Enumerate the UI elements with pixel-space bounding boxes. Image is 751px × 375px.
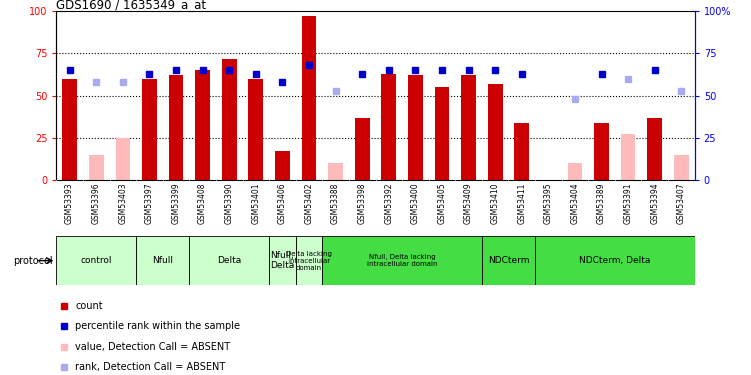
Bar	[621, 135, 635, 180]
Text: GSM53390: GSM53390	[225, 183, 234, 224]
Text: GSM53404: GSM53404	[571, 183, 580, 224]
Text: GSM53396: GSM53396	[92, 183, 101, 224]
Text: GSM53395: GSM53395	[544, 183, 553, 224]
Text: GSM53393: GSM53393	[65, 183, 74, 224]
Bar	[249, 79, 263, 180]
Bar	[647, 118, 662, 180]
Text: GSM53391: GSM53391	[623, 183, 632, 224]
Text: GSM53388: GSM53388	[331, 183, 340, 224]
Bar	[322, 236, 482, 285]
Text: Nfull: Nfull	[152, 256, 173, 265]
Bar	[169, 75, 183, 180]
Text: count: count	[75, 301, 103, 311]
Text: GSM53389: GSM53389	[597, 183, 606, 224]
Text: GSM53403: GSM53403	[119, 183, 128, 224]
Text: GSM53407: GSM53407	[677, 183, 686, 224]
Bar	[189, 236, 269, 285]
Text: GSM53401: GSM53401	[252, 183, 261, 224]
Bar	[62, 79, 77, 180]
Bar	[535, 236, 695, 285]
Bar	[461, 75, 476, 180]
Text: Nfull, Delta lacking
intracellular domain: Nfull, Delta lacking intracellular domai…	[366, 254, 437, 267]
Bar	[435, 87, 449, 180]
Text: NDCterm, Delta: NDCterm, Delta	[579, 256, 650, 265]
Bar	[514, 123, 529, 180]
Bar	[296, 236, 322, 285]
Text: GSM53394: GSM53394	[650, 183, 659, 224]
Bar	[269, 236, 296, 285]
Bar	[408, 75, 423, 180]
Text: GDS1690 / 1635349_a_at: GDS1690 / 1635349_a_at	[56, 0, 207, 11]
Text: GSM53408: GSM53408	[198, 183, 207, 224]
Bar	[382, 74, 396, 180]
Text: GSM53406: GSM53406	[278, 183, 287, 224]
Bar	[195, 70, 210, 180]
Text: GSM53410: GSM53410	[490, 183, 499, 224]
Text: GSM53411: GSM53411	[517, 183, 526, 224]
Bar	[275, 151, 290, 180]
Bar	[89, 154, 104, 180]
Bar	[56, 236, 136, 285]
Text: GSM53405: GSM53405	[438, 183, 447, 224]
Bar	[116, 138, 130, 180]
Text: GSM53392: GSM53392	[385, 183, 394, 224]
Bar	[136, 236, 189, 285]
Bar	[674, 154, 689, 180]
Text: GSM53409: GSM53409	[464, 183, 473, 224]
Text: Nfull,
Delta: Nfull, Delta	[270, 251, 294, 270]
Bar	[568, 163, 582, 180]
Text: value, Detection Call = ABSENT: value, Detection Call = ABSENT	[75, 342, 231, 352]
Text: GSM53398: GSM53398	[357, 183, 366, 224]
Text: Delta: Delta	[217, 256, 241, 265]
Text: GSM53400: GSM53400	[411, 183, 420, 224]
Text: protocol: protocol	[13, 256, 53, 266]
Bar	[355, 118, 369, 180]
Bar	[302, 16, 316, 180]
Bar	[142, 79, 157, 180]
Text: Delta lacking
intracellular
domain: Delta lacking intracellular domain	[286, 251, 332, 271]
Text: GSM53397: GSM53397	[145, 183, 154, 224]
Text: NDCterm: NDCterm	[487, 256, 529, 265]
Bar	[594, 123, 609, 180]
Bar	[488, 84, 502, 180]
Text: percentile rank within the sample: percentile rank within the sample	[75, 321, 240, 331]
Text: GSM53399: GSM53399	[171, 183, 180, 224]
Bar	[328, 163, 343, 180]
Text: GSM53402: GSM53402	[304, 183, 313, 224]
Text: control: control	[80, 256, 112, 265]
Bar	[222, 58, 237, 180]
Text: rank, Detection Call = ABSENT: rank, Detection Call = ABSENT	[75, 362, 226, 372]
Bar	[482, 236, 535, 285]
